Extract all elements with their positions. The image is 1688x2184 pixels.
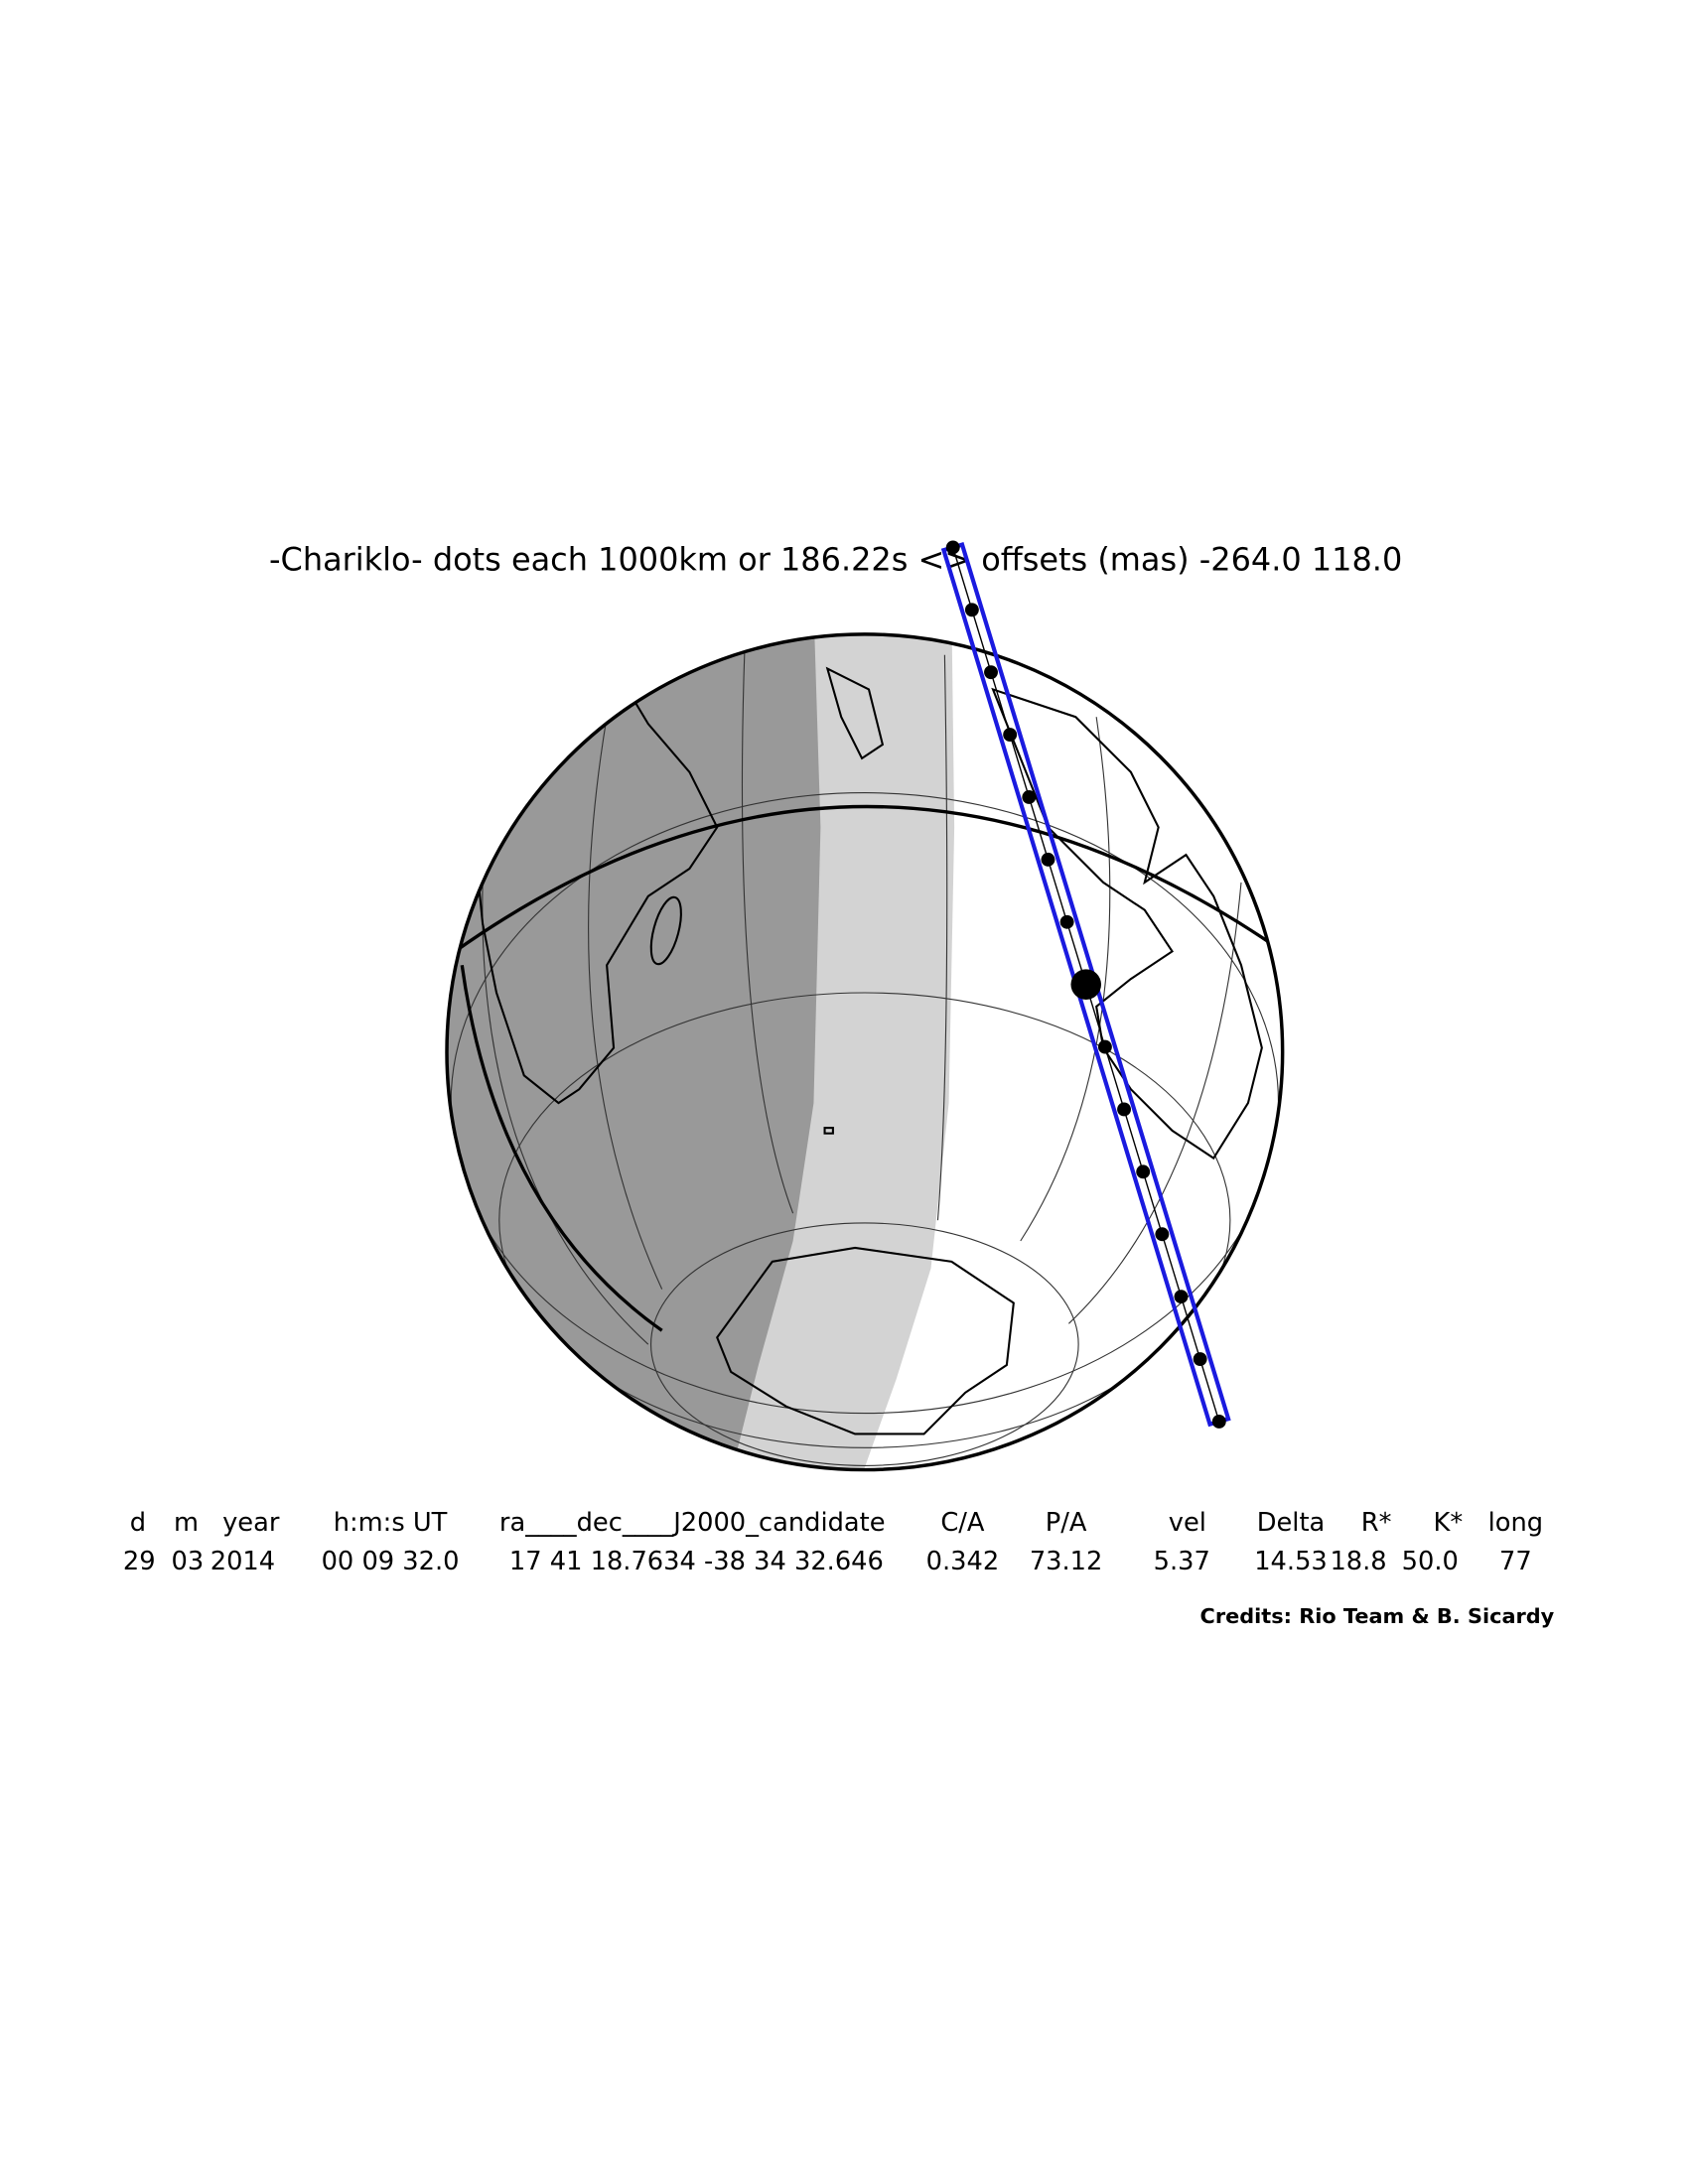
shadow-path	[940, 540, 1231, 1429]
path-dot	[1003, 728, 1018, 743]
table-header: K*	[1433, 1508, 1463, 1538]
table-cell: 50.0	[1402, 1547, 1459, 1576]
table-header: vel	[1169, 1508, 1206, 1538]
path-dot	[984, 665, 998, 680]
table-header: P/A	[1046, 1508, 1087, 1538]
table-cell: 77	[1499, 1547, 1532, 1576]
path-dot	[945, 540, 960, 555]
table-cell: 73.12	[1030, 1547, 1103, 1576]
table-cell: 00 09 32.0	[322, 1547, 460, 1576]
table-cell: 17 41 18.7634 -38 34 32.646	[509, 1547, 884, 1576]
table-cell: 2014	[211, 1547, 275, 1576]
table-header: m	[174, 1508, 199, 1538]
central-instant-dot	[1070, 969, 1102, 1000]
table-cell: 29	[123, 1547, 156, 1576]
table-header: C/A	[940, 1508, 985, 1538]
coastlines	[475, 666, 1263, 1435]
table-header: d	[130, 1508, 146, 1538]
path-dot	[1097, 1039, 1112, 1054]
path-dot	[1136, 1164, 1151, 1179]
equator	[454, 804, 1283, 1332]
table-header: R*	[1361, 1508, 1392, 1538]
credits: Credits: Rio Team & B. Sicardy	[1200, 1604, 1555, 1628]
path-dot	[1155, 1227, 1170, 1242]
table-header: Delta	[1257, 1508, 1326, 1538]
table-header: h:m:s UT	[334, 1508, 448, 1538]
table-header: ra____dec____J2000_candidate	[499, 1508, 886, 1538]
table-cell: 5.37	[1154, 1547, 1210, 1576]
table-cell: 18.8	[1330, 1547, 1386, 1576]
globe-outline	[445, 632, 1285, 1472]
path-dot	[1059, 914, 1074, 929]
table-cell: 0.342	[926, 1547, 1000, 1576]
table-header: long	[1488, 1508, 1543, 1538]
path-dot	[1193, 1352, 1207, 1366]
path-dot	[1041, 852, 1055, 867]
path-dot	[1211, 1415, 1226, 1429]
table-cell: 03	[172, 1547, 205, 1576]
path-dot	[1022, 790, 1037, 804]
graticule	[450, 647, 1280, 1466]
globe	[445, 632, 1285, 1472]
path-dot	[1174, 1290, 1189, 1304]
table-cell: 14.53	[1254, 1547, 1328, 1576]
map-title: -Chariklo- dots each 1000km or 186.22s <…	[269, 540, 1402, 578]
table-header: year	[222, 1508, 280, 1538]
path-dot	[1117, 1102, 1131, 1117]
path-dot	[964, 603, 979, 617]
